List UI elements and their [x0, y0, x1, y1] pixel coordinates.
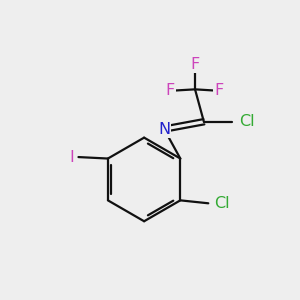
Text: Cl: Cl	[239, 114, 255, 129]
Text: F: F	[165, 83, 175, 98]
Text: F: F	[190, 57, 200, 72]
Text: N: N	[158, 122, 170, 136]
Text: F: F	[214, 83, 224, 98]
Text: Cl: Cl	[214, 196, 230, 211]
Text: I: I	[69, 150, 74, 165]
